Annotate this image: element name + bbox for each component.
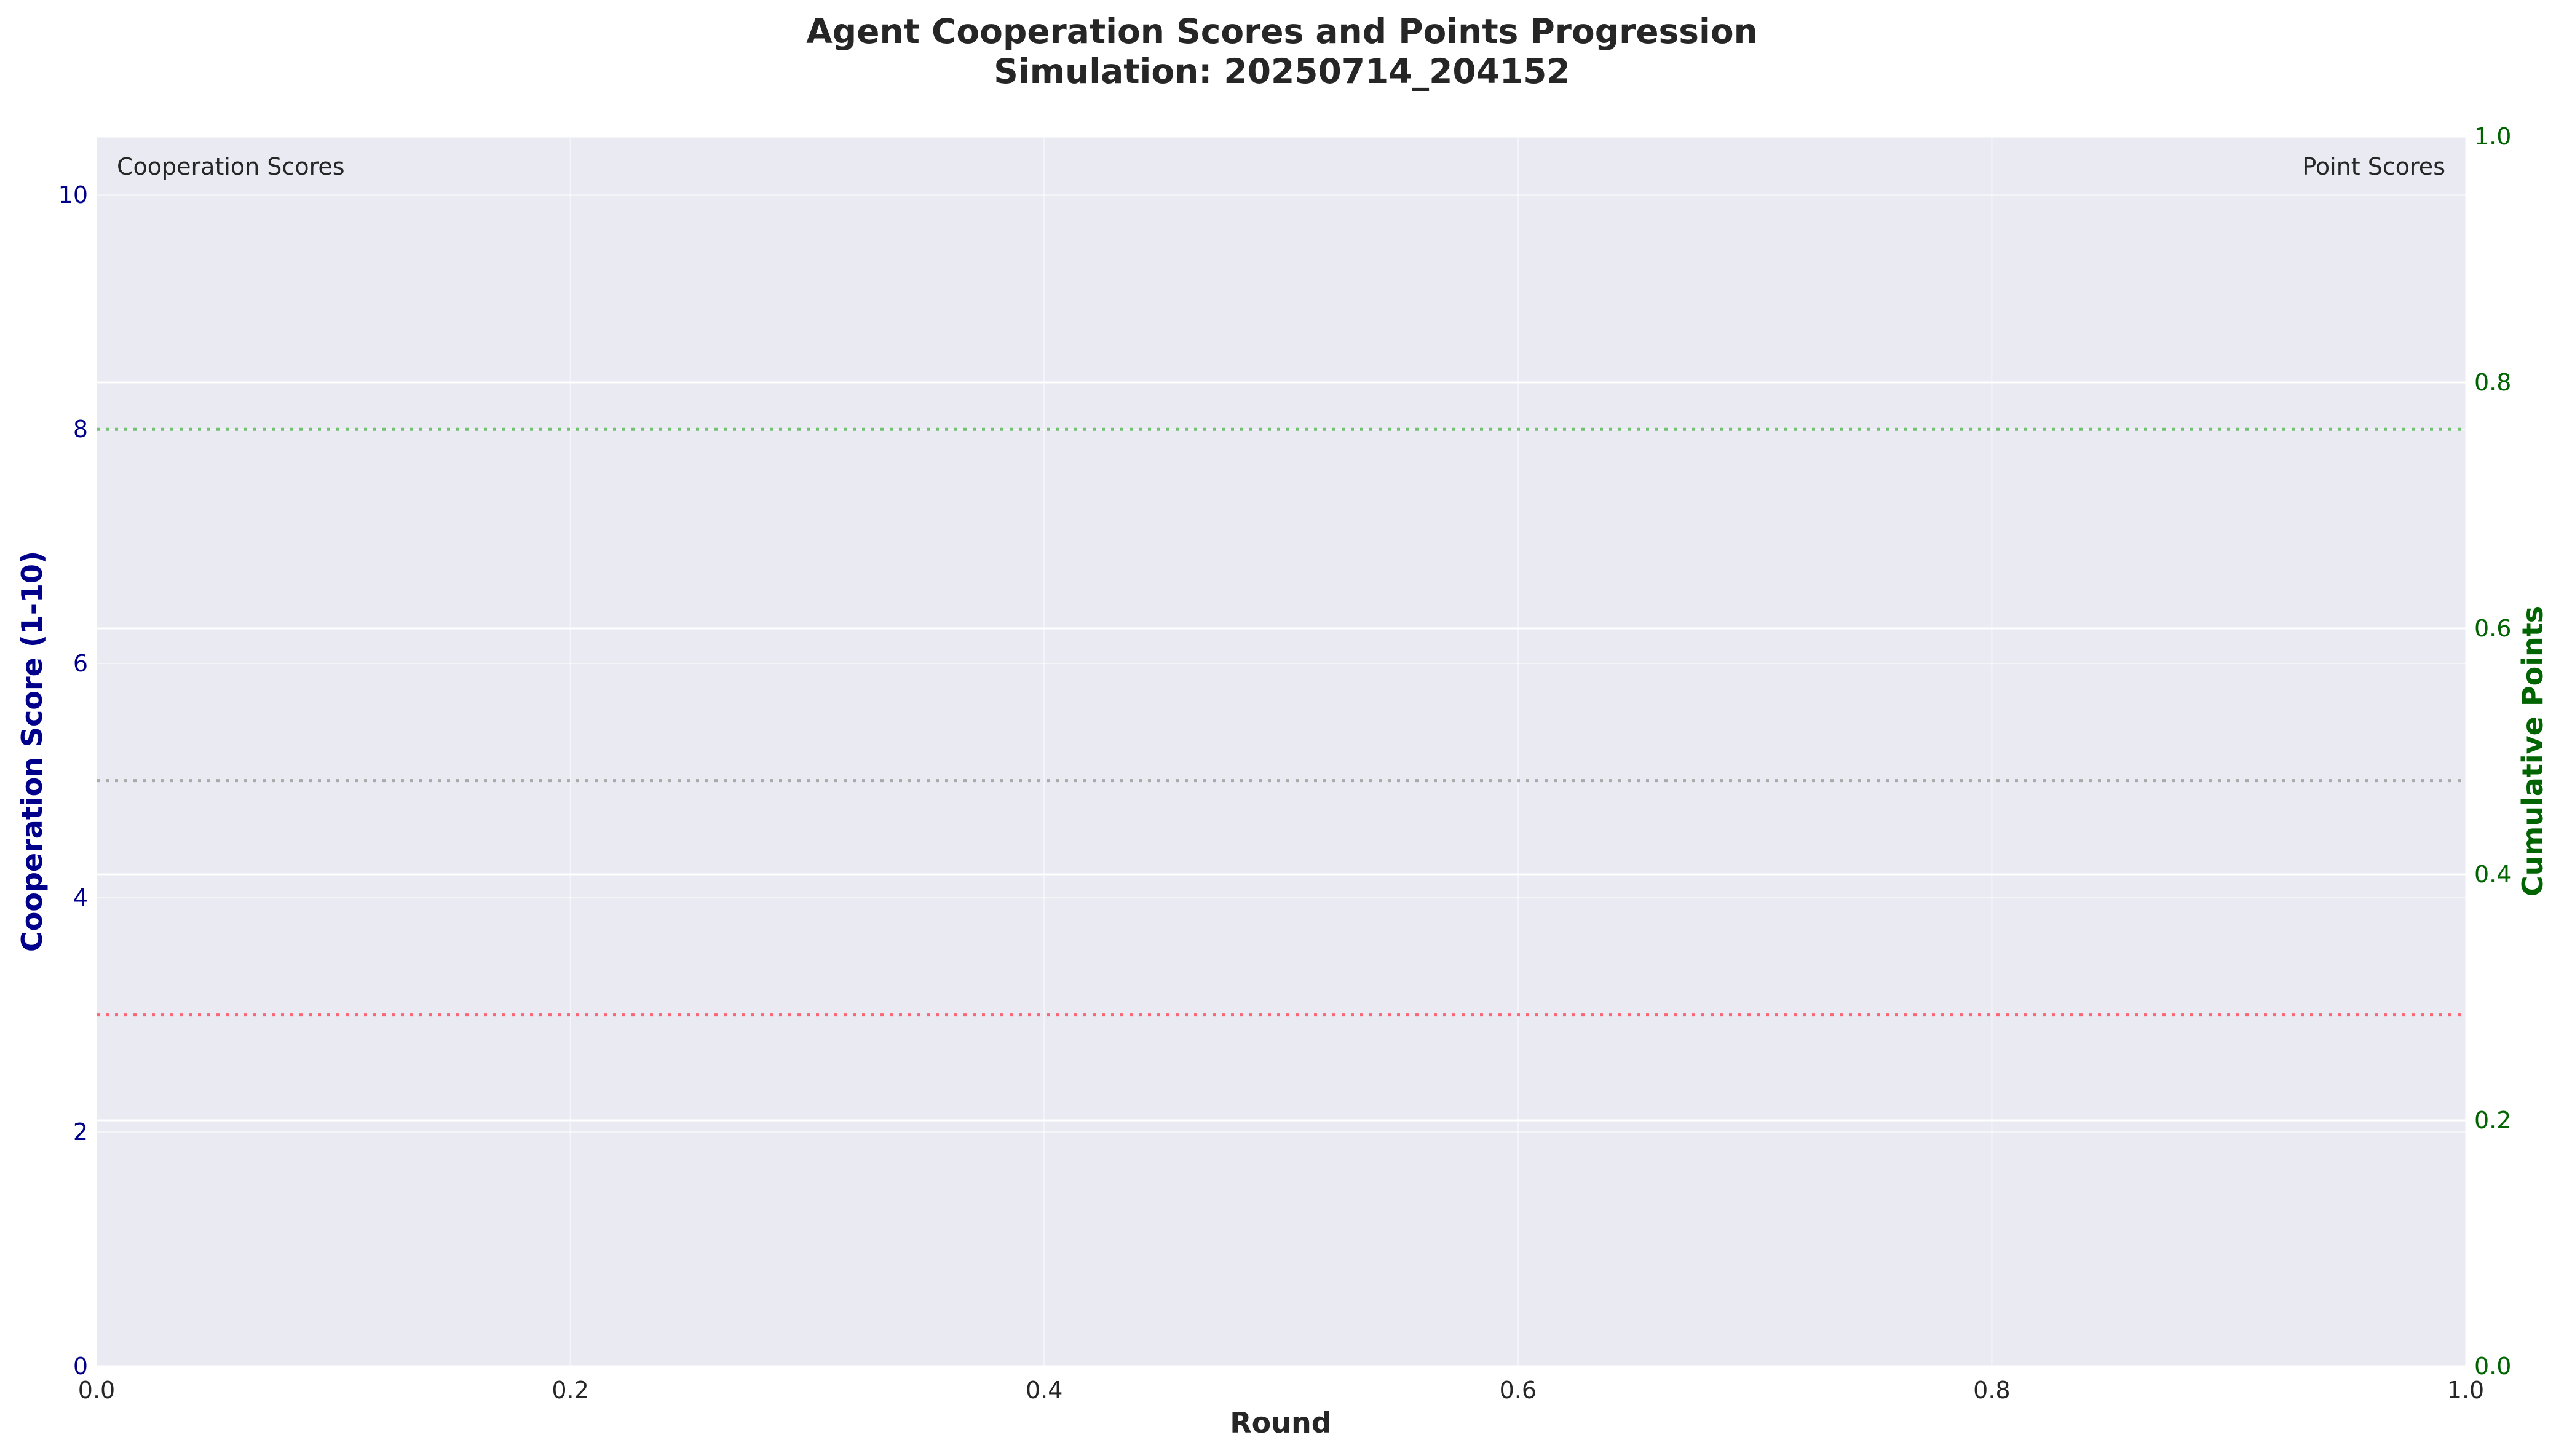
y-left-tick-label: 2	[73, 1118, 88, 1145]
y-right-tick-label: 0.2	[2474, 1107, 2511, 1134]
y-left-tick-label: 6	[73, 650, 88, 677]
x-tick-label: 0.4	[1026, 1377, 1062, 1404]
y-right-tick-label: 0.4	[2474, 861, 2511, 888]
x-axis-label: Round	[1230, 1406, 1331, 1439]
point-scores-label: Point Scores	[2302, 153, 2445, 180]
reference-lines	[97, 427, 2466, 1017]
y-left-tick-label: 0	[73, 1353, 88, 1380]
x-tick-label: 0.2	[552, 1377, 588, 1404]
plot-area	[97, 136, 2466, 1366]
y-left-tick-label: 4	[73, 884, 88, 911]
y-right-tick-label: 0.6	[2474, 615, 2511, 642]
x-tick-label: 1.0	[2447, 1377, 2484, 1404]
x-tick-label: 0.8	[1973, 1377, 2010, 1404]
tick-labels: 0.0 0.2 0.4 0.6 0.8 1.0 0 2 4 6 8 10 0.0 0.2 0.4 0.6 0.8…	[58, 123, 2512, 1404]
chart-title-line-1: Agent Cooperation Scores and Points Prog…	[806, 12, 1758, 51]
y-left-tick-label: 8	[73, 416, 88, 443]
x-tick-label: 0.0	[78, 1377, 115, 1404]
y-right-tick-label: 0.8	[2474, 369, 2511, 396]
cooperation-scores-label: Cooperation Scores	[117, 153, 345, 180]
x-tick-label: 0.6	[1500, 1377, 1537, 1404]
y-left-tick-label: 10	[58, 181, 88, 208]
y-right-tick-label: 1.0	[2474, 123, 2511, 150]
y-axis-left-label: Cooperation Score (1-10)	[15, 551, 49, 952]
chart-title-line-2: Simulation: 20250714_204152	[994, 52, 1570, 91]
y-right-tick-label: 0.0	[2474, 1353, 2511, 1380]
y-axis-right-label: Cumulative Points	[2516, 606, 2549, 896]
